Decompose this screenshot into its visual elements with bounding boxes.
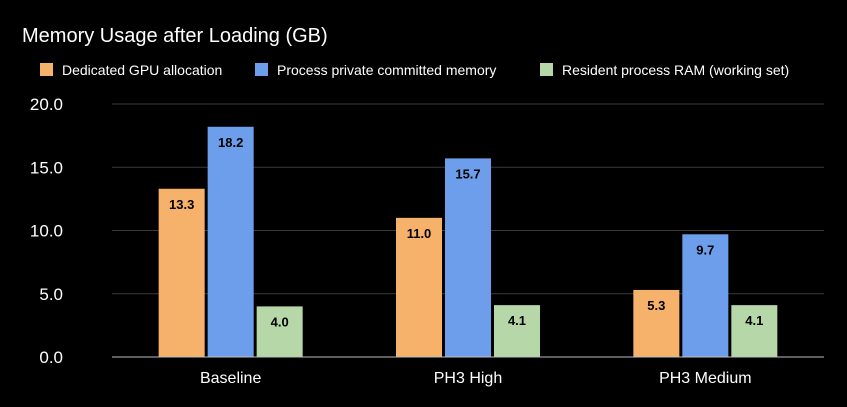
data-label: 5.3 <box>647 298 665 313</box>
data-label: 9.7 <box>696 242 714 257</box>
legend: Dedicated GPU allocation Process private… <box>40 62 789 78</box>
bar <box>731 305 778 357</box>
chart-title: Memory Usage after Loading (GB) <box>22 25 328 47</box>
data-label: 4.1 <box>508 313 526 328</box>
bar <box>494 305 540 357</box>
data-label: 4.0 <box>271 314 289 329</box>
data-labels: 13.3 18.2 4.0 11.0 15.7 4.1 5.3 9.7 4.1 <box>169 135 763 330</box>
bar <box>256 306 303 357</box>
bar <box>682 234 729 357</box>
bars <box>158 126 778 358</box>
data-label: 11.0 <box>407 226 432 241</box>
legend-swatch-private <box>255 63 268 76</box>
legend-label-private: Process private committed memory <box>277 62 496 78</box>
bar <box>445 158 491 357</box>
data-label: 15.7 <box>455 166 480 181</box>
bar <box>158 188 205 357</box>
x-category-label: PH3 Medium <box>659 370 751 387</box>
data-label: 18.2 <box>218 135 243 150</box>
y-tick-label: 0.0 <box>39 348 63 367</box>
bar <box>396 217 442 357</box>
legend-swatch-resident <box>540 63 553 76</box>
y-tick-label: 20.0 <box>30 95 63 114</box>
legend-label-resident: Resident process RAM (working set) <box>562 62 789 78</box>
data-label: 13.3 <box>169 197 194 212</box>
y-tick-label: 15.0 <box>30 158 63 177</box>
x-category-label: PH3 High <box>434 370 502 387</box>
x-axis-categories: Baseline PH3 High PH3 Medium <box>200 370 752 387</box>
y-tick-label: 5.0 <box>39 285 63 304</box>
bar <box>633 289 680 357</box>
bar <box>207 126 254 358</box>
legend-swatch-gpu <box>40 63 53 76</box>
data-label: 4.1 <box>745 313 763 328</box>
x-category-label: Baseline <box>200 370 261 387</box>
y-tick-label: 10.0 <box>30 222 63 241</box>
y-axis-ticks: 0.0 5.0 10.0 15.0 20.0 <box>30 95 63 367</box>
legend-label-gpu: Dedicated GPU allocation <box>62 62 222 78</box>
